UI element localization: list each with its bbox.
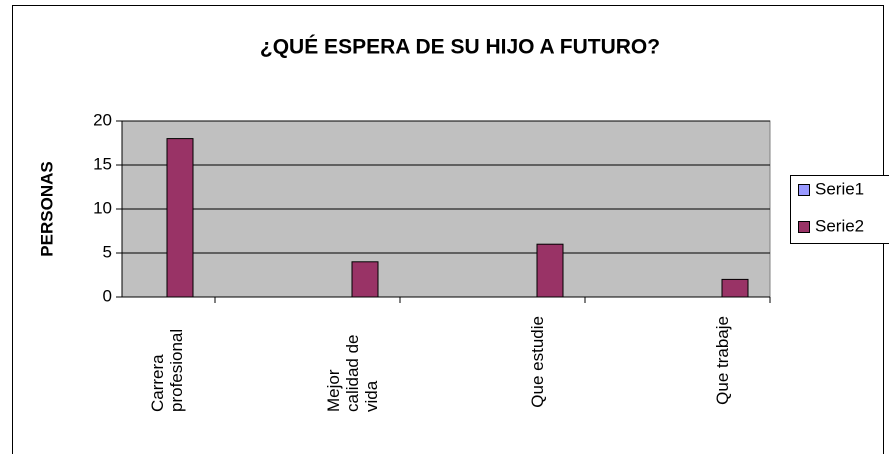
x-tick-label: Mejor calidad de vida xyxy=(323,334,381,412)
y-axis-title: PERSONAS xyxy=(37,161,56,256)
bar xyxy=(166,138,194,298)
bar xyxy=(721,278,749,298)
y-tick-label: 5 xyxy=(103,242,112,261)
bar xyxy=(536,243,564,298)
y-tick-label: 10 xyxy=(93,198,112,217)
chart-title: ¿QUÉ ESPERA DE SU HIJO A FUTURO? xyxy=(260,36,660,59)
bar xyxy=(351,261,379,298)
legend-label: Serie1 xyxy=(815,179,864,198)
x-tick-label: Carrera profesional xyxy=(148,328,186,412)
y-tick-label: 15 xyxy=(93,154,112,173)
y-tick-label: 20 xyxy=(93,110,112,129)
x-tick-label: Que trabaje xyxy=(712,316,732,405)
y-tick-label: 0 xyxy=(103,286,112,305)
legend-label: Serie2 xyxy=(815,216,864,235)
legend-swatch xyxy=(798,184,810,196)
legend-swatch xyxy=(798,221,810,233)
x-tick-label: Que estudie xyxy=(527,316,547,408)
